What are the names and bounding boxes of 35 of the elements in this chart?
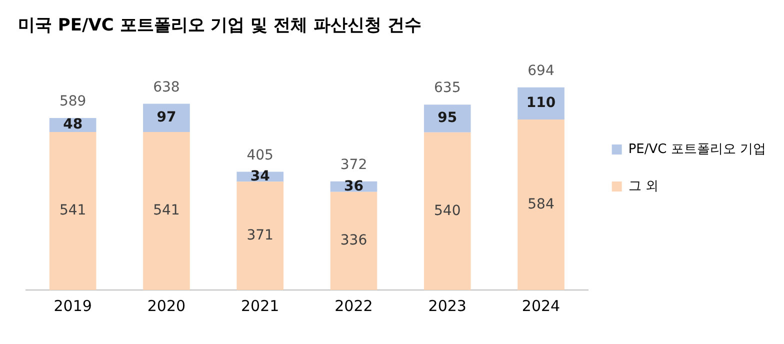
bar [424,104,471,132]
x-tick-label: 2021 [241,296,280,315]
data-label: 540 [434,202,461,219]
x-tick-label: 2019 [54,296,92,315]
data-label: 541 [59,202,86,219]
total-label: 589 [59,94,86,110]
bar [518,119,564,290]
bar [143,104,190,132]
legend-label: 그 외 [628,178,658,194]
total-label: 635 [434,80,461,96]
data-label: 110 [526,95,556,112]
data-label: 97 [156,110,176,126]
data-label: 36 [344,178,364,194]
bar [236,182,284,290]
data-label: 95 [438,110,458,126]
chart-title: 미국 PE/VC 포트폴리오 기업 및 전체 파산신청 건수 [18,16,422,36]
data-label: 336 [340,232,368,249]
legend-label: PE/VC 포트폴리오 기업 [628,142,766,157]
total-label: 372 [340,157,368,174]
x-tick-label: 2024 [522,296,560,315]
data-label: 541 [153,202,180,219]
bar [143,132,190,290]
data-label: 34 [250,168,270,184]
data-label: 371 [246,227,274,244]
total-label: 405 [246,147,274,164]
x-tick-label: 2020 [147,296,186,315]
data-label: 48 [63,116,83,133]
x-tick-label: 2023 [428,296,466,315]
total-label: 638 [153,79,180,96]
total-label: 694 [528,62,554,79]
bar [330,192,378,290]
bar [424,132,471,290]
bar [49,132,96,290]
x-tick-label: 2022 [334,296,373,315]
data-label: 584 [528,196,554,212]
